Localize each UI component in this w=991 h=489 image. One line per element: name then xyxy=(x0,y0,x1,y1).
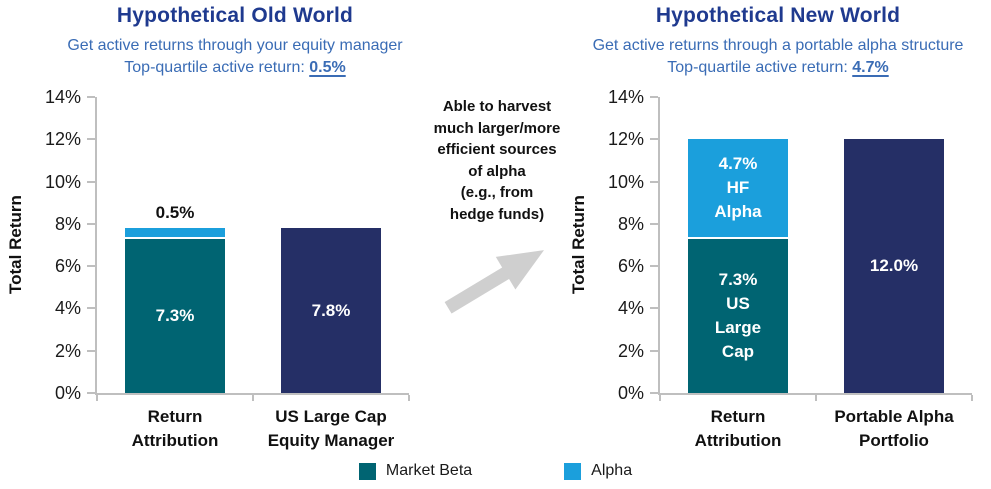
y-tick-label: 0% xyxy=(617,383,644,403)
y-tick-mark xyxy=(650,392,658,394)
right-chart-subtitle: Get active returns through a portable al… xyxy=(592,37,964,54)
y-tick-label: 0% xyxy=(54,383,81,403)
y-tick-mark xyxy=(650,307,658,310)
x-category-label: US Large Cap Equity Manager xyxy=(267,407,395,450)
y-tick-mark xyxy=(87,138,95,141)
bar-segment: 12.0% xyxy=(844,139,944,393)
x-tick-mark xyxy=(252,395,254,401)
bar-segment-label: 7.3% US Large Cap xyxy=(714,269,762,361)
bar: 7.3% US Large Cap 4.7% HF Alpha xyxy=(688,97,788,393)
arrow-right-icon xyxy=(444,250,545,314)
legend-item-alpha: Alpha xyxy=(564,462,632,480)
right-top-quartile-value: 4.7% xyxy=(852,59,889,76)
y-tick-label: 10% xyxy=(44,171,81,192)
left-chart-header: Hypothetical Old World Get active return… xyxy=(5,4,465,78)
right-bar-chart: Total Return 0% 2% 4% 6% 8% 10% 12% 14% 7.3% US … xyxy=(563,85,991,475)
y-tick-label: 14% xyxy=(44,87,81,107)
legend-item-market-beta: Market Beta xyxy=(358,462,473,480)
bar-segment: 7.3% xyxy=(125,238,225,393)
market-beta-swatch-icon xyxy=(358,462,376,480)
x-tick-mark xyxy=(659,395,661,401)
y-tick-label: 4% xyxy=(617,298,644,319)
y-tick-mark xyxy=(650,349,658,352)
left-chart-top-quartile: Top-quartile active return: 0.5% xyxy=(5,57,465,78)
bar: 7.3% 0.5% xyxy=(125,97,225,393)
x-tick-mark xyxy=(96,395,98,401)
bar-segment: 4.7% HF Alpha xyxy=(688,139,788,239)
bar-segment-label: 7.8% xyxy=(311,300,351,320)
right-chart-top-quartile: Top-quartile active return: 4.7% xyxy=(568,57,988,78)
y-tick-label: 8% xyxy=(54,213,81,234)
x-category-label: Return Attribution xyxy=(131,407,219,450)
y-tick-mark xyxy=(87,265,95,268)
left-chart-title: Hypothetical Old World xyxy=(116,4,354,27)
x-tick-mark xyxy=(408,395,410,401)
left-bar-chart: Total Return 0% 2% 4% 6% 8% 10% 12% 14% 7.3% 0.5%… xyxy=(0,85,430,475)
right-plot-area: 0% 2% 4% 6% 8% 10% 12% 14% 7.3% US Large Cap 4.7%… xyxy=(608,87,973,450)
y-tick-mark xyxy=(650,96,658,98)
y-tick-mark xyxy=(87,222,95,225)
y-tick-label: 8% xyxy=(617,213,644,234)
legend-label-alpha: Alpha xyxy=(591,462,633,479)
y-tick-label: 2% xyxy=(617,340,644,361)
chart-legend: Market Beta Alpha xyxy=(0,462,991,480)
bar-segment xyxy=(125,228,225,239)
x-category-label: Portable Alpha Portfolio xyxy=(834,407,954,450)
left-top-quartile-value: 0.5% xyxy=(309,59,346,76)
y-tick-mark xyxy=(87,307,95,310)
y-tick-label: 12% xyxy=(44,129,81,150)
y-tick-mark xyxy=(650,138,658,141)
middle-annotation-text: Able to harvest much larger/more efficie… xyxy=(433,98,561,223)
bar-segment: 7.3% US Large Cap xyxy=(688,238,788,393)
y-tick-label: 4% xyxy=(54,298,81,319)
bar-segment: 7.8% xyxy=(281,228,381,393)
alpha-swatch-icon xyxy=(564,462,582,480)
right-chart-title: Hypothetical New World xyxy=(655,4,901,27)
y-tick-label: 12% xyxy=(607,129,644,150)
legend-label-market-beta: Market Beta xyxy=(385,462,473,479)
y-tick-mark xyxy=(87,349,95,352)
y-tick-label: 6% xyxy=(54,256,81,277)
left-chart-subtitle: Get active returns through your equity m… xyxy=(67,37,403,54)
bar-top-label: 0.5% xyxy=(155,203,195,223)
y-tick-label: 10% xyxy=(607,171,644,192)
bar-segment-label: 4.7% HF Alpha xyxy=(714,153,762,221)
bar-segment-label: 7.3% xyxy=(155,305,195,325)
y-tick-mark xyxy=(87,180,95,183)
x-tick-mark xyxy=(971,395,973,401)
y-tick-mark xyxy=(87,96,95,98)
right-chart-header: Hypothetical New World Get active return… xyxy=(568,4,988,78)
y-tick-label: 6% xyxy=(617,256,644,277)
y-tick-label: 14% xyxy=(607,87,644,107)
left-plot-area: 0% 2% 4% 6% 8% 10% 12% 14% 7.3% 0.5% Return Attrib… xyxy=(45,87,410,450)
y-tick-mark xyxy=(87,392,95,394)
x-tick-mark xyxy=(815,395,817,401)
bar: 12.0% xyxy=(844,97,944,393)
y-tick-label: 2% xyxy=(54,340,81,361)
y-tick-mark xyxy=(650,265,658,268)
bar-segment-label: 12.0% xyxy=(869,256,919,276)
x-category-label: Return Attribution xyxy=(694,407,782,450)
y-tick-mark xyxy=(650,180,658,183)
left-top-quartile-prefix: Top-quartile active return: xyxy=(124,59,310,76)
y-tick-mark xyxy=(650,222,658,225)
bar: 7.8% xyxy=(281,97,381,393)
right-top-quartile-prefix: Top-quartile active return: xyxy=(667,59,853,76)
